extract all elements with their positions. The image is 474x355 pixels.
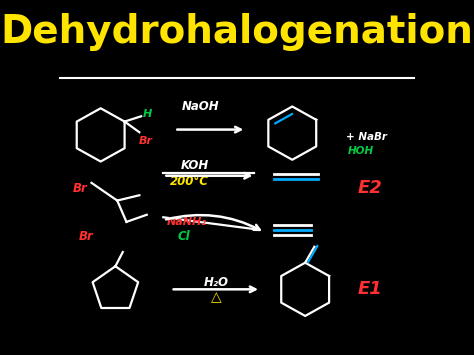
Text: Cl: Cl <box>177 230 190 242</box>
Text: + NaBr: + NaBr <box>346 132 387 142</box>
Text: Br: Br <box>138 136 153 146</box>
Text: E1: E1 <box>357 280 382 298</box>
Text: 200°C: 200°C <box>170 175 209 187</box>
Text: NaOH: NaOH <box>182 100 219 113</box>
Text: HOH: HOH <box>347 146 374 156</box>
Text: Br: Br <box>79 230 93 242</box>
Text: KOH: KOH <box>181 159 209 171</box>
Text: NaNH₂: NaNH₂ <box>167 217 207 227</box>
Text: E2: E2 <box>357 179 382 197</box>
Text: Br: Br <box>73 182 88 195</box>
Text: △: △ <box>211 290 222 304</box>
Text: H₂O: H₂O <box>204 276 229 289</box>
Text: H: H <box>142 109 152 120</box>
Text: Dehydrohalogenation: Dehydrohalogenation <box>0 13 474 51</box>
